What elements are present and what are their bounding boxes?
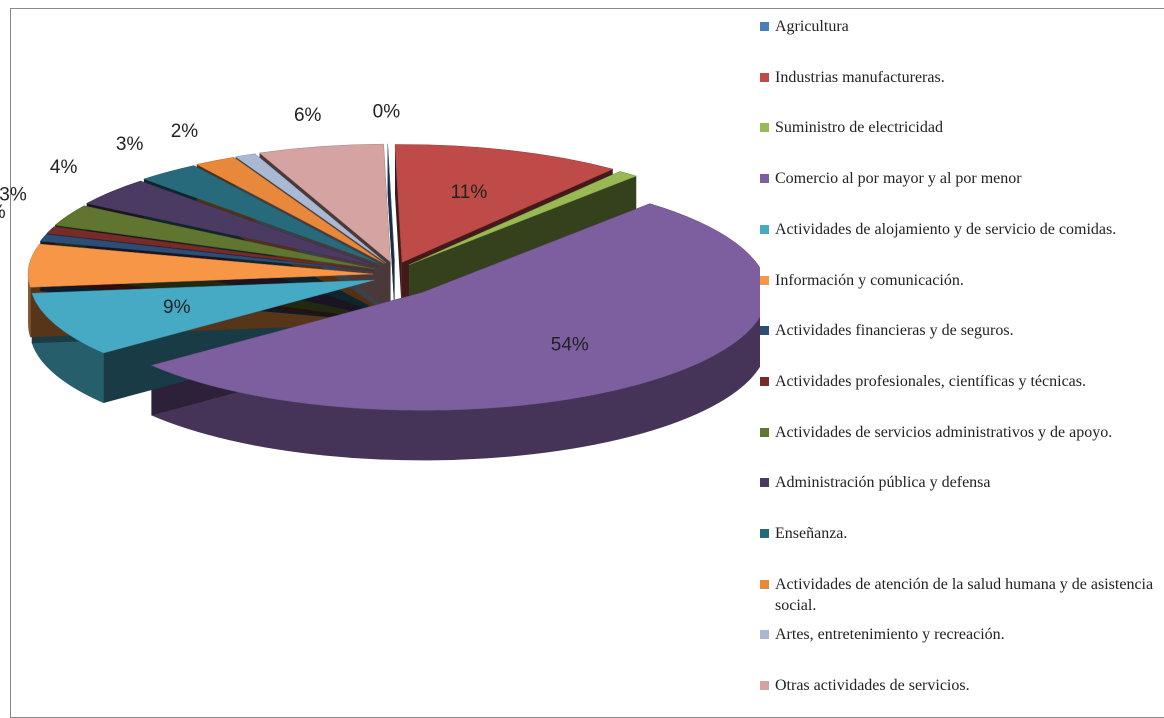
legend-swatch xyxy=(760,174,769,184)
slice-cut xyxy=(394,144,402,313)
pie-slice xyxy=(46,226,375,271)
legend-label: Enseñanza. xyxy=(775,525,848,542)
legend-label: Agricultura xyxy=(775,18,849,35)
pie-slice xyxy=(85,180,379,267)
pie-slice xyxy=(196,157,385,264)
legend-swatch xyxy=(760,427,769,437)
data-label: 54% xyxy=(551,334,589,355)
legend-label: Otras actividades de servicios. xyxy=(775,677,970,695)
pie-tops xyxy=(27,143,760,411)
pie-chart: 0%11%54%9%6%1%1%3%4%3%2%6% xyxy=(0,102,760,461)
legend-swatch xyxy=(760,630,769,640)
data-label: 3% xyxy=(0,185,27,206)
legend-entry: Comercio al por mayor y al por menor xyxy=(760,168,1164,189)
legend: Agricultura Industrias manufactureras. Sum… xyxy=(760,0,1164,713)
pie-slice xyxy=(394,144,614,263)
legend-entry: Actividades de servicios administrativos… xyxy=(760,422,1164,443)
data-label: 1% xyxy=(0,202,6,223)
legend-label: Actividades de servicios administrativos… xyxy=(775,423,1113,441)
data-label: 11% xyxy=(451,182,488,203)
legend-label: Suministro de electricidad xyxy=(775,119,943,137)
legend-label: Industrias manufactureras. xyxy=(775,68,945,86)
legend-label: Actividades de alojamiento y de servicio… xyxy=(775,220,1117,238)
slice-side xyxy=(28,274,31,338)
legend-swatch xyxy=(760,376,769,386)
legend-entry: Agricultura xyxy=(760,16,1164,37)
legend-swatch xyxy=(760,224,769,234)
legend-entry: Otras actividades de servicios. xyxy=(760,675,1164,696)
legend-label: Administración pública y defensa xyxy=(775,474,991,492)
legend-swatch xyxy=(760,22,769,31)
legend-swatch xyxy=(760,681,769,691)
pie-slice xyxy=(27,243,374,288)
data-label: 3% xyxy=(116,134,144,155)
legend-label: Actividades financieras y de seguros. xyxy=(775,322,1014,340)
legend-label: Actividades profesionales, científicas y… xyxy=(775,372,1086,390)
legend-swatch xyxy=(760,72,769,82)
data-label: 9% xyxy=(163,297,191,318)
legend-entry: Suministro de electricidad xyxy=(760,117,1164,138)
pie-slice xyxy=(408,171,638,266)
legend-entry: Administración pública y defensa xyxy=(760,472,1164,493)
legend-swatch xyxy=(760,478,769,488)
legend-swatch xyxy=(760,326,769,336)
pie-slice xyxy=(143,165,382,265)
legend-entry: Industrias manufactureras. xyxy=(760,67,1164,88)
pie-slice xyxy=(234,153,387,264)
slice-cut xyxy=(387,143,395,312)
data-label: 0% xyxy=(373,102,401,123)
legend-entry: Enseñanza. xyxy=(760,523,1164,544)
legend-entry: Actividades profesionales, científicas y… xyxy=(760,371,1164,392)
pie-slice xyxy=(258,143,391,263)
legend-entry: Actividades financieras y de seguros. xyxy=(760,320,1164,341)
data-label: 2% xyxy=(171,121,199,142)
legend-swatch xyxy=(760,579,769,589)
pie-slice xyxy=(39,234,374,272)
pie-slice xyxy=(31,279,375,354)
slice-side xyxy=(151,316,760,461)
legend-label: Artes, entretenimiento y recreación. xyxy=(775,626,1005,644)
legend-label: Información y comunicación. xyxy=(775,271,964,289)
legend-entry: Información y comunicación. xyxy=(760,270,1164,291)
pie-slice xyxy=(150,203,760,411)
data-label: 6% xyxy=(294,105,322,126)
legend-entry: Actividades de alojamiento y de servicio… xyxy=(760,219,1164,240)
legend-entry: Actividades de atención de la salud huma… xyxy=(760,574,1164,616)
legend-swatch xyxy=(760,123,769,133)
data-label: 4% xyxy=(50,157,78,178)
legend-entry: Artes, entretenimiento y recreación. xyxy=(760,624,1164,645)
legend-label: Comercio al por mayor y al por menor xyxy=(775,170,1022,188)
legend-swatch xyxy=(760,275,769,285)
pie-slice xyxy=(54,205,376,270)
legend-swatch xyxy=(760,529,769,538)
legend-label: Actividades de atención de la salud huma… xyxy=(775,575,1154,614)
